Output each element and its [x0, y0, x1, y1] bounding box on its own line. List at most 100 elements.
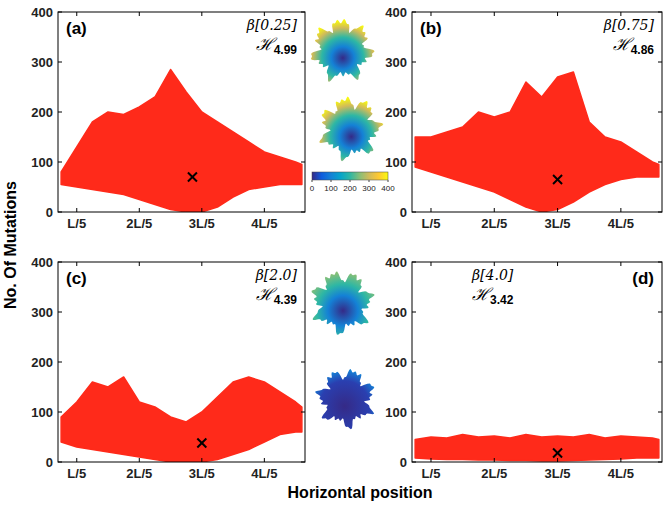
point-cloud — [61, 377, 302, 462]
annotation: ℋ3.42 — [472, 284, 514, 307]
y-tick — [412, 62, 416, 63]
y-tick — [301, 412, 305, 413]
y-tick — [58, 312, 62, 313]
x-tick — [620, 12, 621, 16]
y-tick — [658, 212, 662, 213]
marker-stroke — [553, 175, 562, 184]
y-tick-label: 400 — [385, 255, 407, 270]
annotation-text: β[0.25] — [246, 17, 298, 33]
y-tick — [658, 312, 662, 313]
x-tick — [494, 208, 495, 212]
colorbar-tick-label: 200 — [343, 184, 357, 193]
y-tick — [58, 462, 62, 463]
frame — [412, 12, 662, 212]
annotation: β[4.0] — [471, 267, 514, 283]
colorbar-bar — [312, 172, 388, 180]
y-tick — [412, 412, 416, 413]
y-tick — [301, 12, 305, 13]
y-tick-label: 200 — [385, 355, 407, 370]
y-tick — [412, 262, 416, 263]
y-tick-label: 200 — [31, 355, 53, 370]
colony-image — [311, 19, 375, 82]
panel-label: (a) — [66, 19, 87, 38]
colorbar-tick-label: 300 — [362, 184, 376, 193]
y-tick — [658, 362, 662, 363]
x-tick — [201, 208, 202, 212]
y-axis-title: No. Of Mutations — [2, 181, 19, 309]
y-tick — [412, 112, 416, 113]
y-tick — [412, 162, 416, 163]
x-tick — [76, 262, 77, 266]
y-tick — [658, 462, 662, 463]
marker-stroke — [553, 175, 562, 184]
mean-marker — [553, 449, 562, 458]
colorbar-tick-label: 400 — [381, 184, 395, 193]
x-tick — [494, 12, 495, 16]
y-tick-label: 300 — [31, 305, 53, 320]
y-tick — [301, 462, 305, 463]
panel: 0100200300400L/52L/53L/54L/5(a)β[0.25]ℋ4… — [31, 5, 305, 232]
annotation: ℋ4.86 — [613, 34, 655, 57]
background — [0, 0, 669, 505]
x-tick — [264, 458, 265, 462]
marker-stroke — [197, 439, 206, 448]
x-tick-label: 2L/5 — [126, 216, 152, 231]
x-tick-label: 3L/5 — [189, 216, 215, 231]
annotation: β[0.75] — [603, 17, 655, 33]
y-tick — [58, 362, 62, 363]
x-tick — [264, 262, 265, 266]
annotation-subscript: 4.86 — [631, 43, 655, 57]
y-tick-label: 400 — [31, 5, 53, 20]
x-tick-label: 2L/5 — [481, 216, 507, 231]
y-tick — [412, 12, 416, 13]
y-tick — [301, 62, 305, 63]
colorbar-tick — [369, 180, 370, 182]
y-tick — [658, 12, 662, 13]
annotation: ℋ4.39 — [256, 284, 298, 307]
x-tick-label: 3L/5 — [189, 466, 215, 481]
y-tick-label: 100 — [31, 405, 53, 420]
x-tick — [139, 12, 140, 16]
y-tick — [412, 462, 416, 463]
x-tick — [430, 208, 431, 212]
x-tick-label: L/5 — [67, 466, 86, 481]
x-tick — [139, 208, 140, 212]
colorbar-tick — [331, 180, 332, 182]
frame — [58, 262, 305, 462]
x-tick — [76, 12, 77, 16]
y-tick — [58, 62, 62, 63]
y-tick — [412, 312, 416, 313]
y-tick — [412, 212, 416, 213]
marker-stroke — [553, 449, 562, 458]
x-tick — [201, 262, 202, 266]
plot-data — [61, 70, 302, 213]
y-tick — [412, 362, 416, 363]
annotation-subscript: 4.99 — [274, 43, 298, 57]
y-tick-label: 0 — [46, 205, 53, 220]
y-tick — [301, 162, 305, 163]
annotation-subscript: 4.39 — [274, 293, 298, 307]
y-tick-label: 400 — [385, 5, 407, 20]
y-tick — [301, 112, 305, 113]
marker-stroke — [197, 439, 206, 448]
x-tick — [620, 208, 621, 212]
y-tick — [58, 162, 62, 163]
y-tick-label: 100 — [385, 405, 407, 420]
x-tick — [430, 458, 431, 462]
x-tick-label: 4L/5 — [608, 466, 634, 481]
x-tick-label: 2L/5 — [126, 466, 152, 481]
frame — [412, 262, 662, 462]
point-cloud — [415, 435, 659, 462]
y-tick — [301, 212, 305, 213]
x-tick — [139, 262, 140, 266]
colony-image — [312, 272, 375, 335]
y-tick-label: 200 — [385, 105, 407, 120]
mean-marker — [197, 439, 206, 448]
annotation-text: β[4.0] — [471, 267, 514, 283]
x-tick — [557, 208, 558, 212]
y-tick — [58, 112, 62, 113]
y-tick — [301, 262, 305, 263]
y-tick — [658, 62, 662, 63]
point-cloud — [415, 72, 659, 212]
x-tick — [557, 458, 558, 462]
